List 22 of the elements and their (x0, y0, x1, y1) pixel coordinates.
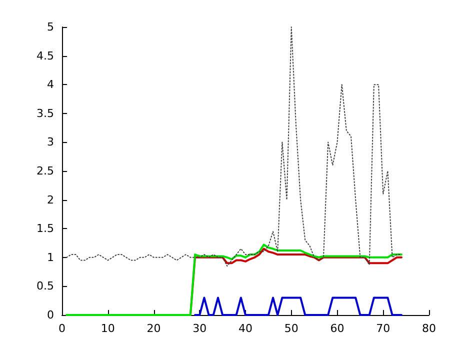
y-tick-label: 0 (47, 308, 54, 322)
y-tick-label: 3.5 (36, 106, 54, 120)
y-tick-label: 3 (47, 136, 54, 149)
y-tick-label: 1.5 (36, 222, 54, 236)
y-tick-label: 4 (47, 78, 54, 92)
x-tick-label: 60 (330, 322, 344, 335)
x-tick-label: 40 (238, 322, 252, 335)
y-tick-label: 1 (47, 250, 54, 264)
x-tick-label: 0 (58, 322, 66, 335)
y-tick-label: 2 (47, 193, 54, 206)
y-tick-label: 2.5 (36, 164, 54, 178)
y-tick-label: 5 (47, 20, 54, 34)
x-tick-label: 50 (284, 322, 298, 335)
x-tick-label: 80 (422, 322, 436, 335)
x-tick-label: 20 (146, 322, 161, 335)
line-series (66, 244, 402, 316)
y-tick-label: 4.5 (36, 49, 54, 62)
y-tick-label: 0.5 (36, 280, 54, 293)
line-series (66, 26, 402, 267)
x-tick-label: 10 (100, 322, 115, 335)
x-tick-label: 30 (192, 322, 207, 335)
x-tick-label: 70 (376, 322, 390, 335)
